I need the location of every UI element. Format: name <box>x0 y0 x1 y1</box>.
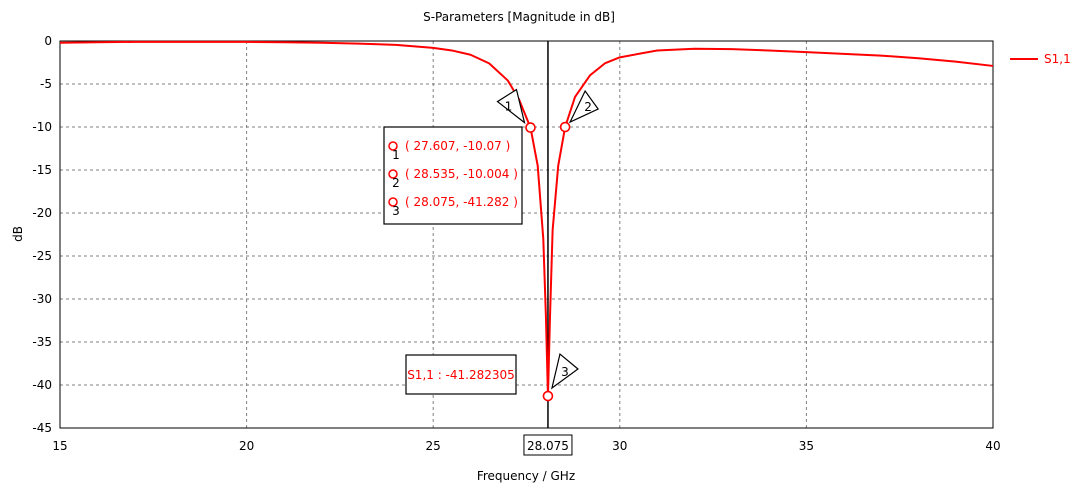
marker-2-number: 2 <box>584 100 592 114</box>
marker-value-text: S1,1 : -41.282305 <box>407 368 515 382</box>
readout-marker-number: 1 <box>392 148 400 162</box>
x-tick-label: 40 <box>985 439 1000 453</box>
marker-3-number: 3 <box>561 365 569 379</box>
series-line-s11 <box>59 40 994 398</box>
readout-marker-icon <box>388 197 398 207</box>
chart-title: S-Parameters [Magnitude in dB] <box>423 10 615 24</box>
marker-3-point[interactable] <box>542 390 554 402</box>
y-tick-label: -25 <box>32 249 52 263</box>
plot-area <box>59 40 994 429</box>
marker-group: 1 2 3 <box>496 88 600 402</box>
legend-label: S1,1 <box>1044 52 1071 66</box>
x-tick-label: 35 <box>799 439 814 453</box>
readout-marker-number: 3 <box>392 204 400 218</box>
x-axis-label: Frequency / GHz <box>477 469 575 483</box>
readout-marker-icon <box>388 141 398 151</box>
series-group <box>59 40 994 398</box>
y-tick-labels: 0 -5 -10 -15 -20 -25 -30 -35 -40 -45 <box>32 34 52 435</box>
readout-marker-icon <box>388 169 398 179</box>
y-tick-label: -20 <box>32 206 52 220</box>
marker-value-box: S1,1 : -41.282305 <box>405 354 517 395</box>
x-tick-label: 20 <box>239 439 254 453</box>
y-tick-label: -5 <box>40 77 52 91</box>
frequency-cursor-label[interactable]: 28.075 <box>523 434 573 456</box>
x-tick-labels: 15 20 25 30 35 40 <box>52 439 1000 453</box>
legend: S1,1 <box>1010 52 1071 66</box>
readout-marker-coords: ( 28.535, -10.004 ) <box>405 167 518 181</box>
marker-readout-box: 1 ( 27.607, -10.07 ) 2 ( 28.535, -10.004 ) 3… <box>383 126 523 225</box>
y-tick-label: -10 <box>32 120 52 134</box>
x-tick-label: 30 <box>612 439 627 453</box>
x-tick-label: 25 <box>426 439 441 453</box>
readout-marker-coords: ( 27.607, -10.07 ) <box>405 139 510 153</box>
x-tick-label: 15 <box>52 439 67 453</box>
y-tick-label: -45 <box>32 421 52 435</box>
marker-2-point[interactable] <box>559 121 571 133</box>
cursor-value: 28.075 <box>527 439 569 453</box>
marker-2-flag[interactable] <box>568 89 600 124</box>
y-tick-label: -30 <box>32 292 52 306</box>
y-tick-label: -15 <box>32 163 52 177</box>
readout-marker-coords: ( 28.075, -41.282 ) <box>405 195 518 209</box>
marker-3-flag[interactable] <box>551 352 579 390</box>
grid-lines <box>60 41 993 428</box>
y-tick-label: -35 <box>32 335 52 349</box>
marker-1-flag[interactable] <box>496 88 526 125</box>
readout-marker-number: 2 <box>392 176 400 190</box>
y-axis-label: dB <box>11 226 25 242</box>
y-tick-label: -40 <box>32 378 52 392</box>
y-tick-label: 0 <box>44 34 52 48</box>
marker-1-number: 1 <box>505 100 513 114</box>
marker-1-point[interactable] <box>525 122 536 133</box>
